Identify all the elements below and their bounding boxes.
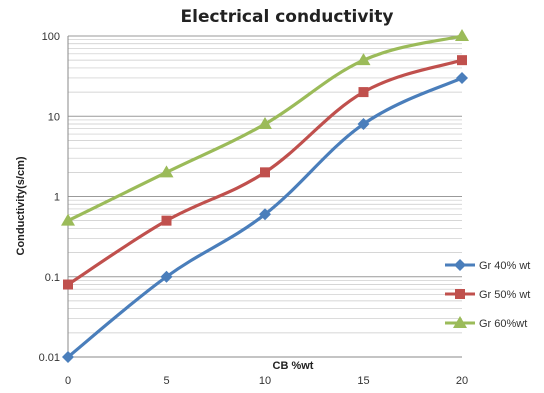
legend-label: Gr 60%wt bbox=[479, 318, 527, 330]
data-point bbox=[456, 71, 468, 84]
y-tick-label: 0.01 bbox=[39, 352, 60, 364]
x-tick-label: 15 bbox=[357, 375, 369, 387]
data-point bbox=[260, 167, 270, 178]
x-tick-label: 20 bbox=[456, 375, 468, 387]
x-axis-ticks: 0 5 10 15 20 bbox=[65, 375, 468, 387]
data-point bbox=[358, 87, 369, 98]
y-tick-label: 0.1 bbox=[45, 272, 60, 284]
y-axis-label: Conductivity(s/cm) bbox=[15, 156, 27, 255]
data-point bbox=[455, 29, 469, 41]
legend-marker bbox=[454, 259, 466, 271]
data-point bbox=[356, 53, 371, 66]
series-3 bbox=[61, 29, 469, 226]
x-axis-label: CB %wt bbox=[273, 360, 314, 372]
legend-label: Gr 40% wt bbox=[479, 260, 530, 272]
data-point bbox=[258, 117, 272, 130]
data-point bbox=[259, 208, 271, 221]
data-point bbox=[457, 55, 467, 66]
chart-series bbox=[61, 29, 469, 363]
x-tick-label: 5 bbox=[163, 375, 169, 387]
x-tick-label: 0 bbox=[65, 375, 71, 387]
chart-title: Electrical conductivity bbox=[181, 7, 394, 27]
legend: Gr 40% wt Gr 50% wt Gr 60%wt bbox=[445, 259, 530, 330]
data-point bbox=[63, 279, 73, 290]
legend-label: Gr 50% wt bbox=[479, 289, 530, 301]
y-tick-label: 10 bbox=[48, 111, 60, 123]
legend-item: Gr 50% wt bbox=[445, 289, 530, 301]
legend-item: Gr 40% wt bbox=[445, 259, 530, 272]
series-1 bbox=[62, 71, 468, 363]
legend-marker bbox=[453, 316, 467, 328]
y-tick-label: 100 bbox=[42, 31, 60, 43]
y-tick-label: 1 bbox=[54, 192, 60, 204]
data-point bbox=[62, 351, 74, 363]
y-axis-ticks: 0.01 0.1 1 10 100 bbox=[39, 31, 60, 364]
data-point bbox=[61, 213, 75, 226]
legend-marker bbox=[455, 289, 465, 299]
data-point bbox=[159, 165, 174, 178]
x-tick-label: 10 bbox=[259, 375, 271, 387]
data-point bbox=[160, 270, 173, 283]
data-point bbox=[357, 118, 370, 131]
data-point bbox=[161, 215, 172, 226]
series-2 bbox=[63, 55, 467, 290]
legend-item: Gr 60%wt bbox=[445, 316, 527, 330]
